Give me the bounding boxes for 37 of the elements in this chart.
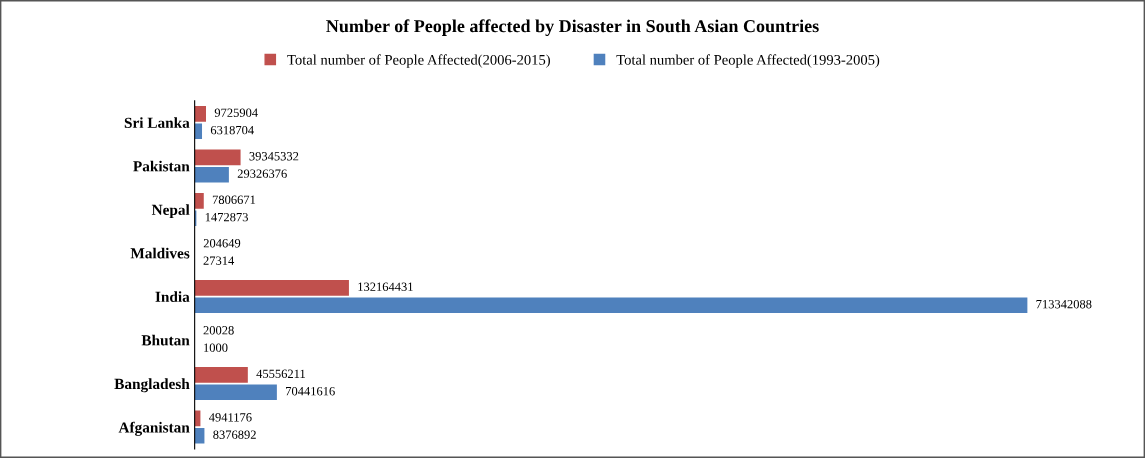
bar: [194, 280, 349, 296]
y-tick-label: Nepal: [151, 204, 190, 219]
legend-label: Total number of People Affected(2006-2015): [287, 54, 550, 68]
data-label: 7806671: [212, 195, 256, 204]
data-label: 9725904: [214, 108, 258, 117]
data-label: 20028: [203, 326, 234, 335]
data-label: 6318704: [210, 125, 254, 135]
data-label: 4941176: [209, 413, 252, 422]
bar: [194, 193, 204, 209]
data-label: 204649: [203, 239, 241, 248]
data-label: 1000: [204, 343, 228, 352]
bar: [194, 149, 241, 166]
y-tick-label: Sri Lanka: [124, 117, 190, 128]
data-label: 27314: [203, 256, 235, 265]
data-label: 39345332: [249, 152, 299, 161]
bar: [194, 166, 229, 183]
bar: [194, 105, 206, 122]
data-label: 132164431: [358, 282, 413, 291]
y-tick-label: India: [155, 291, 190, 303]
data-label: 70441616: [286, 386, 335, 396]
chart-title: Number of People affected by Disaster in South Asian Countries: [326, 19, 819, 36]
y-tick-label: Bangladesh: [114, 378, 190, 393]
data-label: 1472873: [205, 212, 248, 222]
bar: [194, 297, 1028, 314]
y-tick-label: Pakistan: [133, 160, 190, 172]
bar: [194, 123, 203, 140]
y-tick-label: Maldives: [130, 247, 190, 259]
bar: [194, 384, 277, 401]
y-tick-label: Afganistan: [118, 421, 190, 436]
data-label: 713342088: [1036, 299, 1092, 309]
data-label: 8376892: [213, 430, 256, 439]
data-label: 45556211: [256, 369, 305, 378]
legend-label: Total number of People Affected(1993-2005): [616, 54, 880, 68]
y-tick-label: Bhutan: [141, 334, 190, 346]
bar: [194, 427, 205, 444]
bar: [194, 367, 248, 383]
data-label: 29326376: [237, 169, 287, 178]
